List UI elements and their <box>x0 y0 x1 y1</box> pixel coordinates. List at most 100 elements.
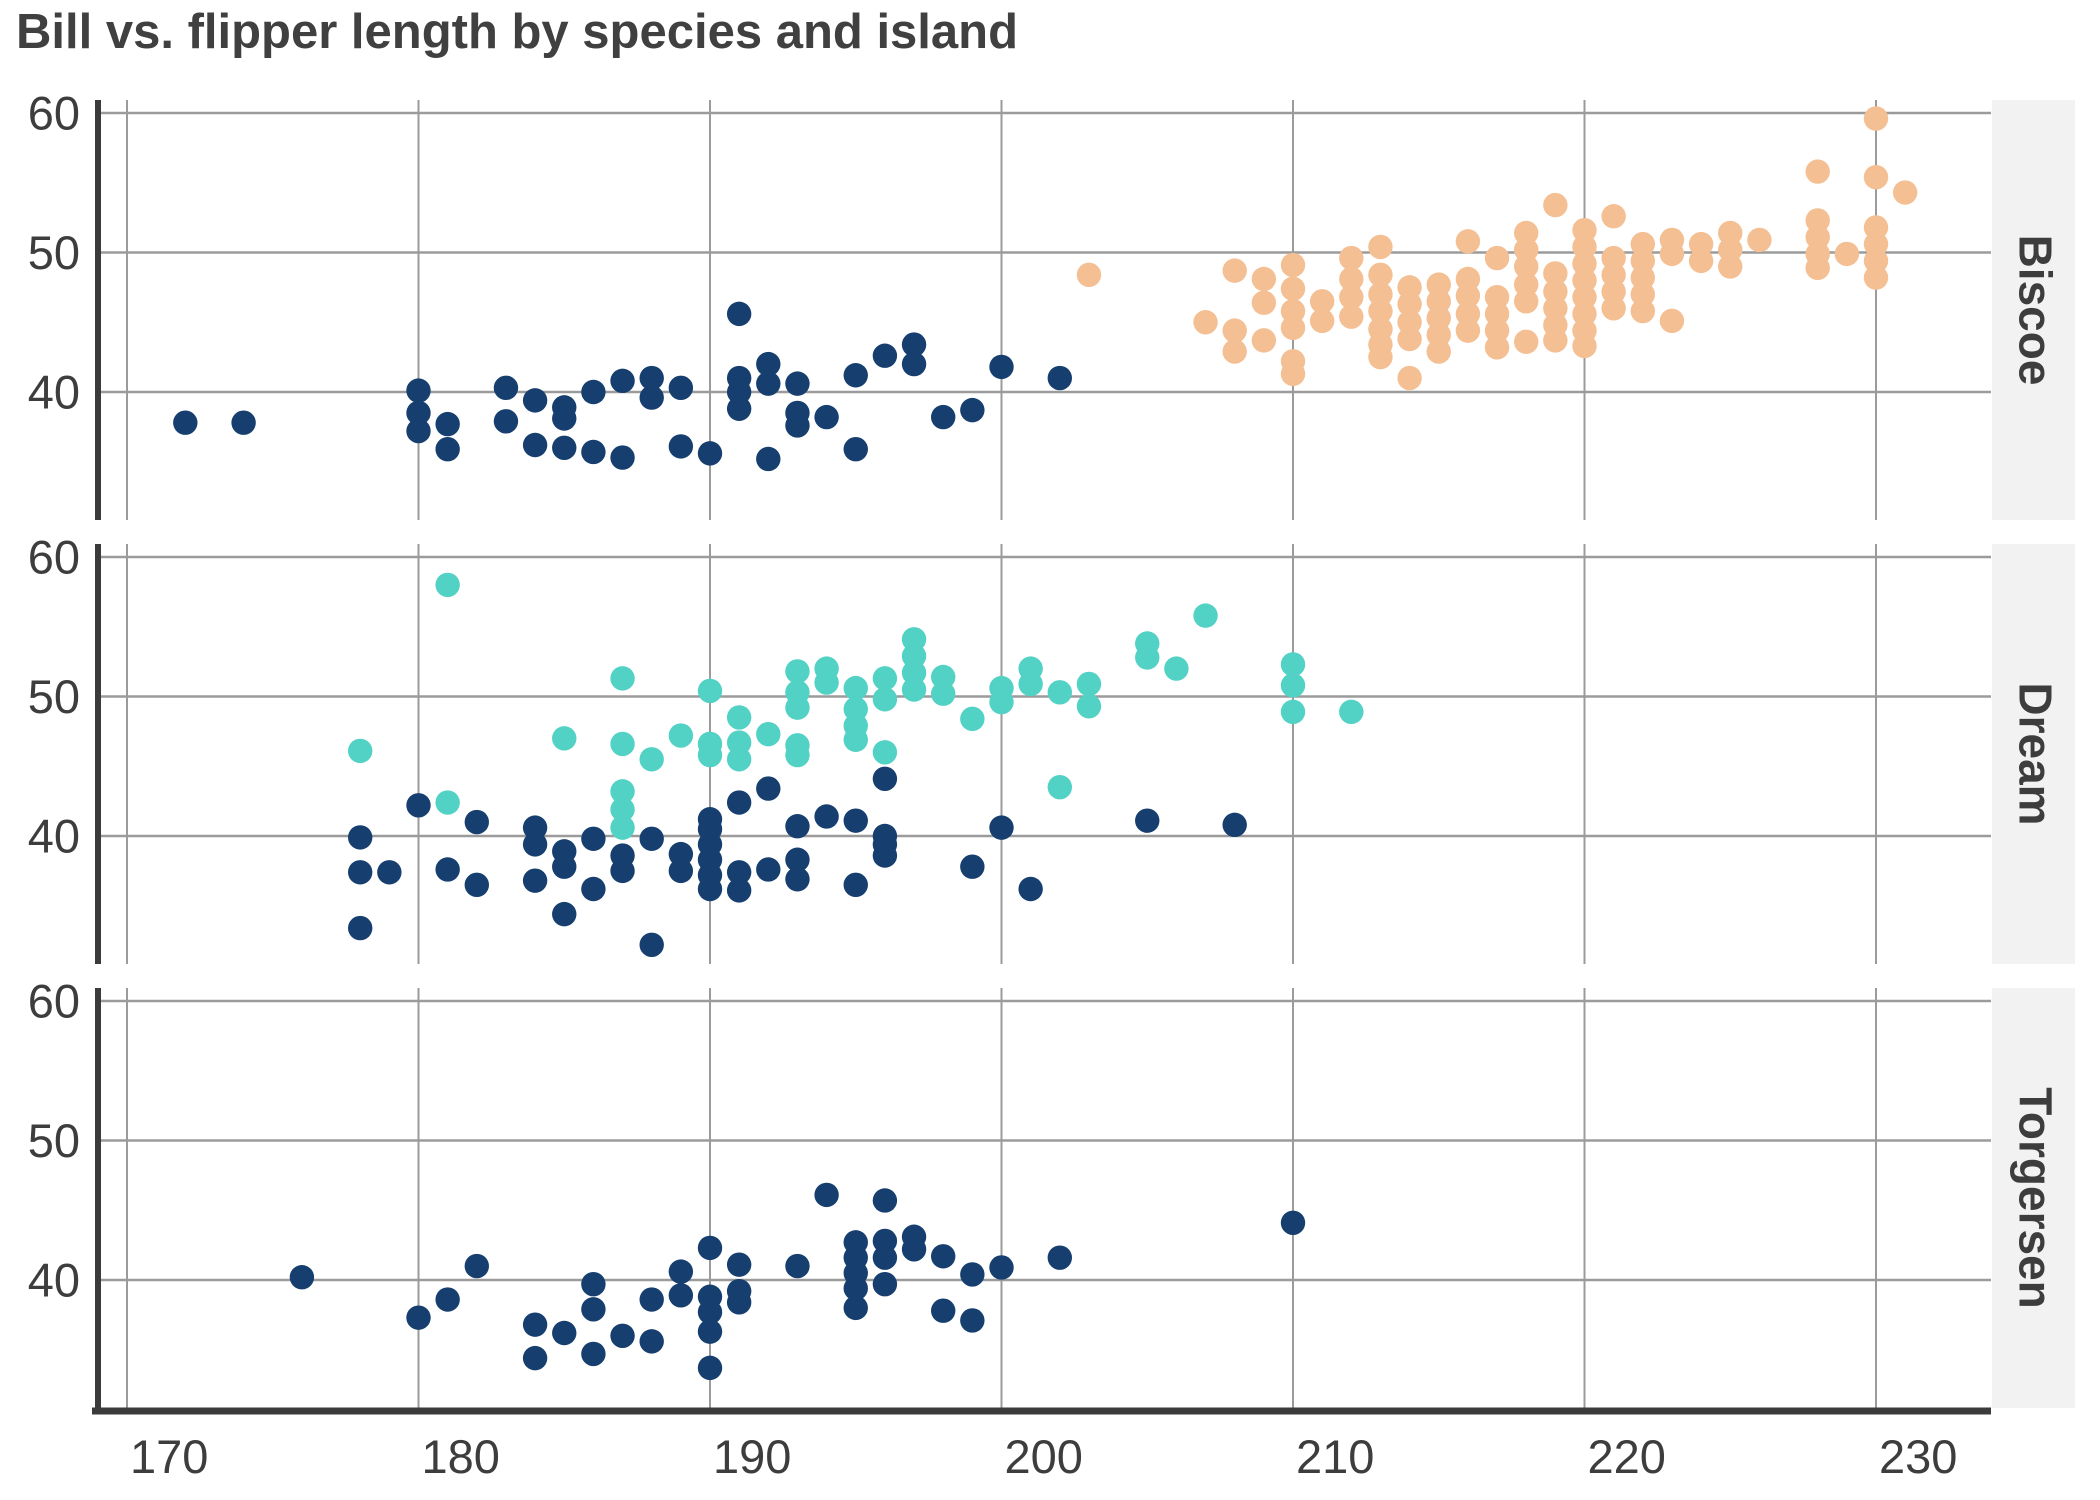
data-point-adelie <box>668 434 694 459</box>
data-point-adelie <box>522 388 548 413</box>
data-point-adelie <box>610 445 635 470</box>
data-point-adelie <box>668 1259 694 1284</box>
data-point-adelie <box>756 446 781 472</box>
data-point-adelie <box>960 397 985 423</box>
data-point-adelie <box>522 432 548 458</box>
data-point-chinstrap <box>843 675 868 701</box>
data-point-chinstrap <box>726 730 752 755</box>
data-point-gentoo <box>1368 344 1393 370</box>
data-point-gentoo <box>1601 296 1626 321</box>
data-point-chinstrap <box>668 723 694 748</box>
data-point-adelie <box>697 1299 723 1325</box>
data-point-chinstrap <box>756 721 781 747</box>
data-point-chinstrap <box>785 742 810 768</box>
data-point-adelie <box>464 1253 489 1279</box>
data-point-chinstrap <box>1047 774 1073 800</box>
data-point-adelie <box>581 876 606 902</box>
y-tick-label: 40 <box>28 810 80 863</box>
data-point-adelie <box>697 1235 723 1261</box>
data-point-adelie <box>785 814 810 839</box>
data-point-adelie <box>464 809 489 835</box>
data-point-gentoo <box>1455 229 1481 254</box>
data-point-adelie <box>989 815 1014 840</box>
data-point-chinstrap <box>960 706 985 732</box>
data-point-adelie <box>639 826 664 851</box>
data-point-gentoo <box>1747 227 1772 253</box>
data-point-adelie <box>785 1253 810 1279</box>
data-point-gentoo <box>1805 159 1830 184</box>
data-point-gentoo <box>1339 266 1364 292</box>
data-point-gentoo <box>1309 308 1335 334</box>
data-point-chinstrap <box>726 747 752 772</box>
data-point-adelie <box>610 1323 635 1349</box>
data-point-gentoo <box>1630 248 1656 274</box>
data-point-gentoo <box>1543 192 1568 218</box>
data-point-chinstrap <box>639 747 664 772</box>
data-point-gentoo <box>1514 254 1539 279</box>
data-point-adelie <box>901 332 927 357</box>
facet-strip-label: Dream <box>2010 682 2062 825</box>
data-point-gentoo <box>1514 272 1539 297</box>
data-point-gentoo <box>1455 301 1481 327</box>
data-point-gentoo <box>1368 262 1393 288</box>
data-point-adelie <box>872 843 898 868</box>
data-point-gentoo <box>1630 282 1656 307</box>
data-point-adelie <box>756 351 781 377</box>
data-point-chinstrap <box>989 689 1014 715</box>
data-point-adelie <box>960 1262 985 1287</box>
data-point-chinstrap <box>814 670 839 695</box>
data-point-chinstrap <box>610 666 635 691</box>
data-point-adelie <box>726 396 752 421</box>
data-point-gentoo <box>1718 237 1743 262</box>
data-point-gentoo <box>1543 296 1568 321</box>
facet-strip <box>1992 100 2075 520</box>
data-point-adelie <box>639 385 664 410</box>
data-point-chinstrap <box>872 740 898 765</box>
data-point-adelie <box>814 404 839 430</box>
data-point-adelie <box>726 790 752 815</box>
data-point-adelie <box>843 808 868 833</box>
data-point-adelie <box>756 371 781 396</box>
data-point-gentoo <box>1455 266 1481 292</box>
data-point-chinstrap <box>931 664 956 690</box>
data-point-adelie <box>697 876 723 902</box>
data-point-adelie <box>756 857 781 882</box>
x-tick-label: 220 <box>1588 1430 1666 1483</box>
data-point-chinstrap <box>785 695 810 720</box>
data-point-adelie <box>552 1320 577 1346</box>
data-point-gentoo <box>1484 335 1510 360</box>
data-point-gentoo <box>1484 318 1510 343</box>
data-point-gentoo <box>1280 252 1306 278</box>
data-point-gentoo <box>1368 234 1393 260</box>
data-point-chinstrap <box>1164 656 1189 681</box>
facet-strip-label: Torgersen <box>2010 1087 2062 1309</box>
data-point-chinstrap <box>610 779 635 804</box>
data-point-adelie <box>289 1265 315 1290</box>
data-point-chinstrap <box>785 659 810 684</box>
data-point-adelie <box>493 375 519 401</box>
data-point-gentoo <box>1601 204 1626 229</box>
data-point-gentoo <box>1863 265 1889 290</box>
data-point-chinstrap <box>1193 603 1218 628</box>
data-point-chinstrap <box>1339 699 1364 725</box>
data-point-gentoo <box>1397 275 1422 300</box>
data-point-gentoo <box>1659 308 1685 334</box>
data-point-gentoo <box>1543 328 1568 353</box>
data-point-gentoo <box>1718 220 1743 246</box>
data-point-adelie <box>581 1341 606 1367</box>
data-point-chinstrap <box>348 738 373 764</box>
data-point-adelie <box>581 826 606 851</box>
data-point-gentoo <box>1718 254 1743 279</box>
data-point-chinstrap <box>435 572 460 598</box>
data-point-chinstrap <box>901 643 927 669</box>
x-tick-label: 200 <box>1005 1430 1083 1483</box>
data-point-adelie <box>726 878 752 903</box>
data-point-adelie <box>668 841 694 867</box>
data-point-gentoo <box>1572 268 1597 293</box>
data-point-gentoo <box>1514 329 1539 354</box>
data-point-adelie <box>493 409 519 434</box>
data-point-adelie <box>581 439 606 465</box>
data-point-adelie <box>552 901 577 927</box>
data-point-gentoo <box>1426 322 1451 348</box>
data-point-chinstrap <box>1076 671 1102 697</box>
